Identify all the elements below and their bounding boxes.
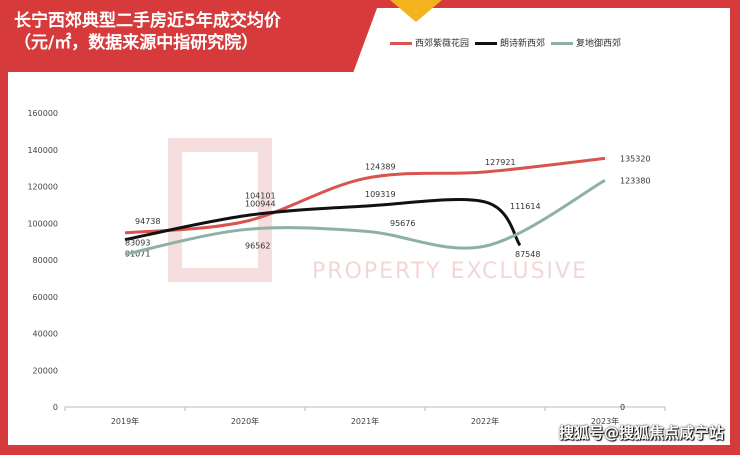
data-label: 123380 — [620, 176, 651, 185]
data-label: 95676 — [390, 219, 415, 228]
x-tick-label: 2023年 — [591, 416, 619, 426]
data-label: 83093 — [125, 238, 150, 247]
chart-panel — [8, 8, 730, 445]
title-line-2: （元/㎡，数据来源中指研究院） — [14, 33, 259, 53]
watermark-text: PROPERTY EXCLUSIVE — [312, 259, 588, 284]
y-tick-label: 20000 — [33, 366, 58, 375]
x-tick-label: 2022年 — [471, 416, 499, 426]
y-tick-label: 40000 — [33, 330, 58, 339]
y-tick-label: 80000 — [33, 256, 58, 265]
data-label: 96562 — [245, 242, 270, 251]
data-label: 111614 — [510, 202, 541, 211]
y-tick-label: 60000 — [33, 293, 58, 302]
y-tick-label: 100000 — [27, 219, 58, 228]
data-label: 135320 — [620, 154, 651, 163]
data-label: 94738 — [135, 217, 160, 226]
footer-watermark: 搜狐号@搜狐焦点咸宁站 — [558, 424, 724, 442]
y-tick-label: 120000 — [27, 183, 58, 192]
series-line-1 — [124, 197, 522, 247]
data-label: 91071 — [125, 250, 150, 259]
series-line-2 — [124, 178, 606, 256]
series-line-0 — [124, 156, 606, 235]
legend-item: 朗诗新西郊 — [475, 36, 545, 49]
chart-title: 长宁西郊典型二手房近5年成交均价 （元/㎡，数据来源中指研究院） — [0, 0, 380, 72]
y-tick-label: 140000 — [27, 146, 58, 155]
decor-triangle — [390, 0, 442, 22]
y-tick-label: 160000 — [27, 109, 58, 118]
data-label: 100944 — [245, 200, 276, 209]
watermark-logo — [168, 138, 272, 282]
y-tick-label: 0 — [53, 403, 58, 412]
x-tick-label: 2021年 — [351, 416, 379, 426]
data-label: 127921 — [485, 158, 516, 167]
legend: 西郊紫薇花园 朗诗新西郊 复地御西郊 — [390, 36, 621, 49]
legend-item: 复地御西郊 — [551, 36, 621, 49]
data-label: 104101 — [245, 192, 276, 201]
data-label: 124389 — [365, 162, 396, 171]
legend-item: 西郊紫薇花园 — [390, 36, 469, 49]
x-tick-label: 2019年 — [111, 416, 139, 426]
data-label: 87548 — [515, 250, 540, 259]
title-line-1: 长宁西郊典型二手房近5年成交均价 — [14, 11, 281, 31]
data-label: 109319 — [365, 190, 396, 199]
data-label: 0 — [620, 403, 625, 412]
x-tick-label: 2020年 — [231, 416, 259, 426]
